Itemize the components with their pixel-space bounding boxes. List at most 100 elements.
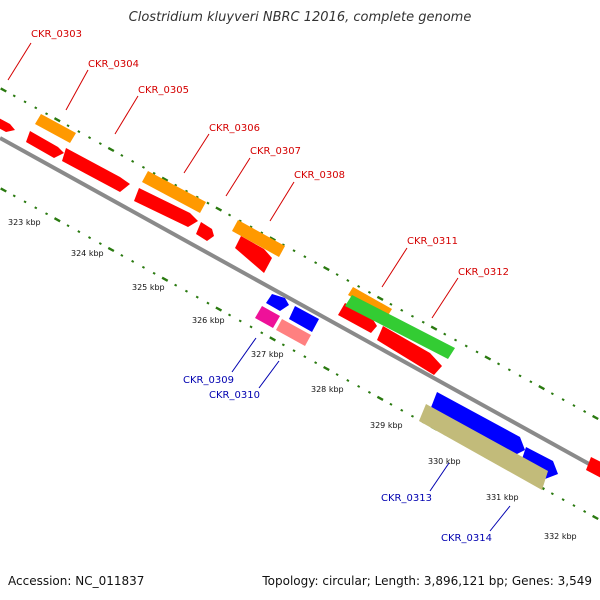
gene-region-ckr-0306[interactable] <box>142 171 206 213</box>
lower-tick-track-tick <box>12 194 16 198</box>
gene-label-ckr-0304[interactable]: CKR_0304 <box>88 59 139 70</box>
genome-summary-text: Topology: circular; Length: 3,896,121 bp… <box>262 574 592 588</box>
upper-tick-track-tick <box>206 201 210 205</box>
upper-tick-track-tick <box>66 124 70 128</box>
gene-label-ckr-0305[interactable]: CKR_0305 <box>138 85 189 96</box>
gene-feature-ckr-0309-upstream[interactable] <box>266 294 289 311</box>
callout-line-ckr-0311 <box>381 247 408 288</box>
upper-tick-track-tick <box>529 380 533 384</box>
gene-region-ckr-0304[interactable] <box>35 114 76 143</box>
tick-label-331: 331 kbp <box>486 493 519 502</box>
gene-label-ckr-0313[interactable]: CKR_0313 <box>381 493 432 504</box>
upper-tick-track-tick <box>77 130 81 134</box>
upper-tick-track-tick <box>249 225 253 229</box>
gene-feature-ckr-0308[interactable] <box>235 236 272 273</box>
gene-label-ckr-0310[interactable]: CKR_0310 <box>209 390 260 401</box>
upper-tick-track-tick <box>592 414 599 421</box>
upper-tick-track-tick <box>507 368 511 372</box>
lower-tick-track-tick <box>107 246 115 253</box>
callout-line-ckr-0307 <box>225 157 251 197</box>
callout-lines <box>7 42 511 532</box>
callout-line-ckr-0308 <box>269 181 295 222</box>
gene-label-ckr-0311[interactable]: CKR_0311 <box>407 236 458 247</box>
upper-tick-track-tick <box>538 385 545 391</box>
gene-label-ckr-0303[interactable]: CKR_0303 <box>31 29 82 40</box>
tick-label-329: 329 kbp <box>370 421 403 430</box>
upper-tick-track-tick <box>107 146 115 153</box>
gene-label-ckr-0312[interactable]: CKR_0312 <box>458 267 509 278</box>
gene-region-ckr-0314[interactable] <box>419 404 548 490</box>
upper-tick-track-tick <box>464 344 468 348</box>
gene-feature-ckr-0309[interactable] <box>255 306 280 328</box>
upper-tick-track-tick <box>161 176 169 182</box>
lower-tick-track-tick <box>120 254 124 257</box>
tick-label-325: 325 kbp <box>132 283 165 292</box>
gene-feature-ckr-0303[interactable] <box>0 116 15 132</box>
gene-label-ckr-0306[interactable]: CKR_0306 <box>209 123 260 134</box>
gene-region-ckr-0311[interactable] <box>348 287 392 317</box>
upper-tick-track-tick <box>497 362 501 366</box>
tick-label-323: 323 kbp <box>8 218 41 227</box>
upper-tick-track-tick <box>131 159 135 163</box>
lower-tick-track-tick <box>53 217 61 223</box>
lower-tick-track-tick <box>215 306 223 312</box>
upper-tick-track-tick <box>88 136 92 140</box>
upper-tick-track-tick <box>430 325 438 331</box>
callout-line-ckr-0304 <box>65 69 89 111</box>
accession-text: Accession: NC_011837 <box>8 574 145 588</box>
gene-label-ckr-0308[interactable]: CKR_0308 <box>294 170 345 181</box>
lower-tick-track-tick <box>410 414 414 418</box>
gene-feature-ckr-0313-next[interactable] <box>520 447 558 479</box>
gene-feature-ckr-0304[interactable] <box>26 131 64 158</box>
lower-tick-track-tick <box>389 402 393 406</box>
gene-feature-ckr-0312[interactable] <box>377 326 442 375</box>
lower-tick-track-tick <box>346 379 350 382</box>
gene-feature-ckr-0305[interactable] <box>62 148 130 192</box>
upper-tick-track-tick <box>518 374 522 378</box>
callout-line-ckr-0303 <box>7 42 32 81</box>
upper-tick-track-tick <box>561 398 565 402</box>
gene-feature-ckr-0313[interactable] <box>430 392 525 456</box>
callout-line-ckr-0306 <box>183 133 210 174</box>
upper-tick-track-tick <box>376 295 384 301</box>
gene-region-ckr-0308[interactable] <box>232 220 285 257</box>
upper-tick-track-tick <box>174 183 178 187</box>
upper-tick-track-tick <box>12 94 16 98</box>
map-title: Clostridium kluyveri NBRC 12016, complet… <box>128 10 472 25</box>
lower-tick-track-tick <box>376 395 384 401</box>
gene-region-ckr-0312[interactable] <box>345 295 455 359</box>
lower-tick-track-tick <box>66 224 70 228</box>
upper-tick-track-tick <box>23 100 27 104</box>
callout-line-ckr-0310 <box>258 360 280 389</box>
lower-tick-track-tick <box>249 325 253 329</box>
gene-feature-next-forward[interactable] <box>586 457 600 480</box>
lower-tick-track-tick <box>281 343 285 347</box>
lower-tick-track-tick <box>260 331 264 335</box>
gene-feature-ckr-0310-next[interactable] <box>289 306 319 332</box>
upper-tick-track-tick <box>367 290 371 294</box>
lower-tick-track-tick <box>152 271 156 275</box>
gene-label-ckr-0307[interactable]: CKR_0307 <box>250 146 301 157</box>
callout-line-ckr-0313 <box>429 462 450 492</box>
lower-tick-track-tick <box>88 236 92 240</box>
gene-label-ckr-0309[interactable]: CKR_0309 <box>183 375 234 386</box>
tick-label-330: 330 kbp <box>428 457 461 466</box>
lower-tick-track-tick <box>195 295 199 299</box>
gene-feature-ckr-0306[interactable] <box>134 188 198 227</box>
gene-label-ckr-0314[interactable]: CKR_0314 <box>441 533 492 544</box>
lower-tick-track-tick <box>583 510 587 513</box>
upper-tick-track-tick <box>400 308 404 312</box>
gene-feature-ckr-0310[interactable] <box>276 319 311 346</box>
upper-tick-track-tick <box>34 106 38 110</box>
upper-tick-track-tick <box>0 87 7 93</box>
callout-line-ckr-0305 <box>114 95 139 135</box>
lower-tick-track-tick <box>572 504 576 507</box>
gene-features <box>0 114 600 490</box>
upper-tick-track-tick <box>260 231 264 235</box>
gene-feature-ckr-0307[interactable] <box>196 222 214 241</box>
upper-tick-track-tick <box>389 302 393 306</box>
gene-labels: CKR_0303 CKR_0304 CKR_0305 CKR_0306 CKR_… <box>31 29 509 544</box>
gene-feature-ckr-0311[interactable] <box>338 303 377 333</box>
lower-tick-track-tick <box>335 373 339 376</box>
lower-tick-track-tick <box>131 259 135 263</box>
